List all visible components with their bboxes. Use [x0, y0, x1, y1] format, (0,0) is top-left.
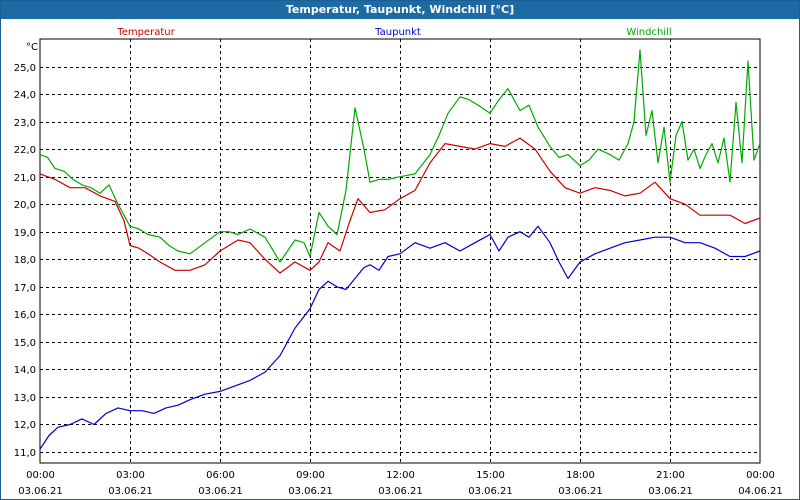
y-tick-label: 17,0 [14, 283, 36, 294]
x-tick-date: 03.06.21 [378, 486, 423, 497]
y-tick-label: 25,0 [14, 63, 36, 74]
legend-windchill: Windchill [626, 27, 671, 38]
x-tick-date: 03.06.21 [558, 486, 603, 497]
y-tick-label: 16,0 [14, 310, 36, 321]
legend-temperatur: Temperatur [116, 27, 175, 38]
series-line-taupunkt [39, 225, 761, 450]
x-tick-date: 03.06.21 [648, 486, 693, 497]
x-tick-time: 03:00 [116, 470, 145, 481]
y-tick-label: 12,0 [14, 420, 36, 431]
series-line-temperatur [39, 137, 761, 274]
series-line-windchill [39, 49, 761, 263]
x-tick-time: 15:00 [476, 470, 505, 481]
x-tick-time: 00:00 [26, 470, 55, 481]
x-tick-time: 06:00 [206, 470, 235, 481]
x-tick-date: 03.06.21 [108, 486, 153, 497]
y-tick-label: 22,0 [14, 145, 36, 156]
legend-taupunkt: Taupunkt [374, 27, 421, 38]
x-tick-time: 00:00 [746, 470, 775, 481]
x-tick-time: 12:00 [386, 470, 415, 481]
x-tick-time: 18:00 [566, 470, 595, 481]
y-tick-label: 24,0 [14, 90, 36, 101]
y-axis-label: °C [26, 42, 38, 53]
y-tick-label: 18,0 [14, 255, 36, 266]
x-tick-date: 03.06.21 [18, 486, 63, 497]
y-tick-label: 21,0 [14, 173, 36, 184]
x-tick-time: 21:00 [656, 470, 685, 481]
y-tick-label: 19,0 [14, 228, 36, 239]
window-title: Temperatur, Taupunkt, Windchill [°C] [1, 1, 799, 19]
y-tick-label: 14,0 [14, 365, 36, 376]
x-tick-date: 03.06.21 [198, 486, 243, 497]
y-tick-label: 20,0 [14, 200, 36, 211]
x-tick-date: 04.06.21 [738, 486, 783, 497]
x-tick-date: 03.06.21 [468, 486, 513, 497]
y-tick-label: 23,0 [14, 118, 36, 129]
y-tick-label: 11,0 [14, 448, 36, 459]
x-tick-date: 03.06.21 [288, 486, 333, 497]
y-tick-label: 15,0 [14, 338, 36, 349]
x-tick-time: 09:00 [296, 470, 325, 481]
y-tick-label: 13,0 [14, 393, 36, 404]
